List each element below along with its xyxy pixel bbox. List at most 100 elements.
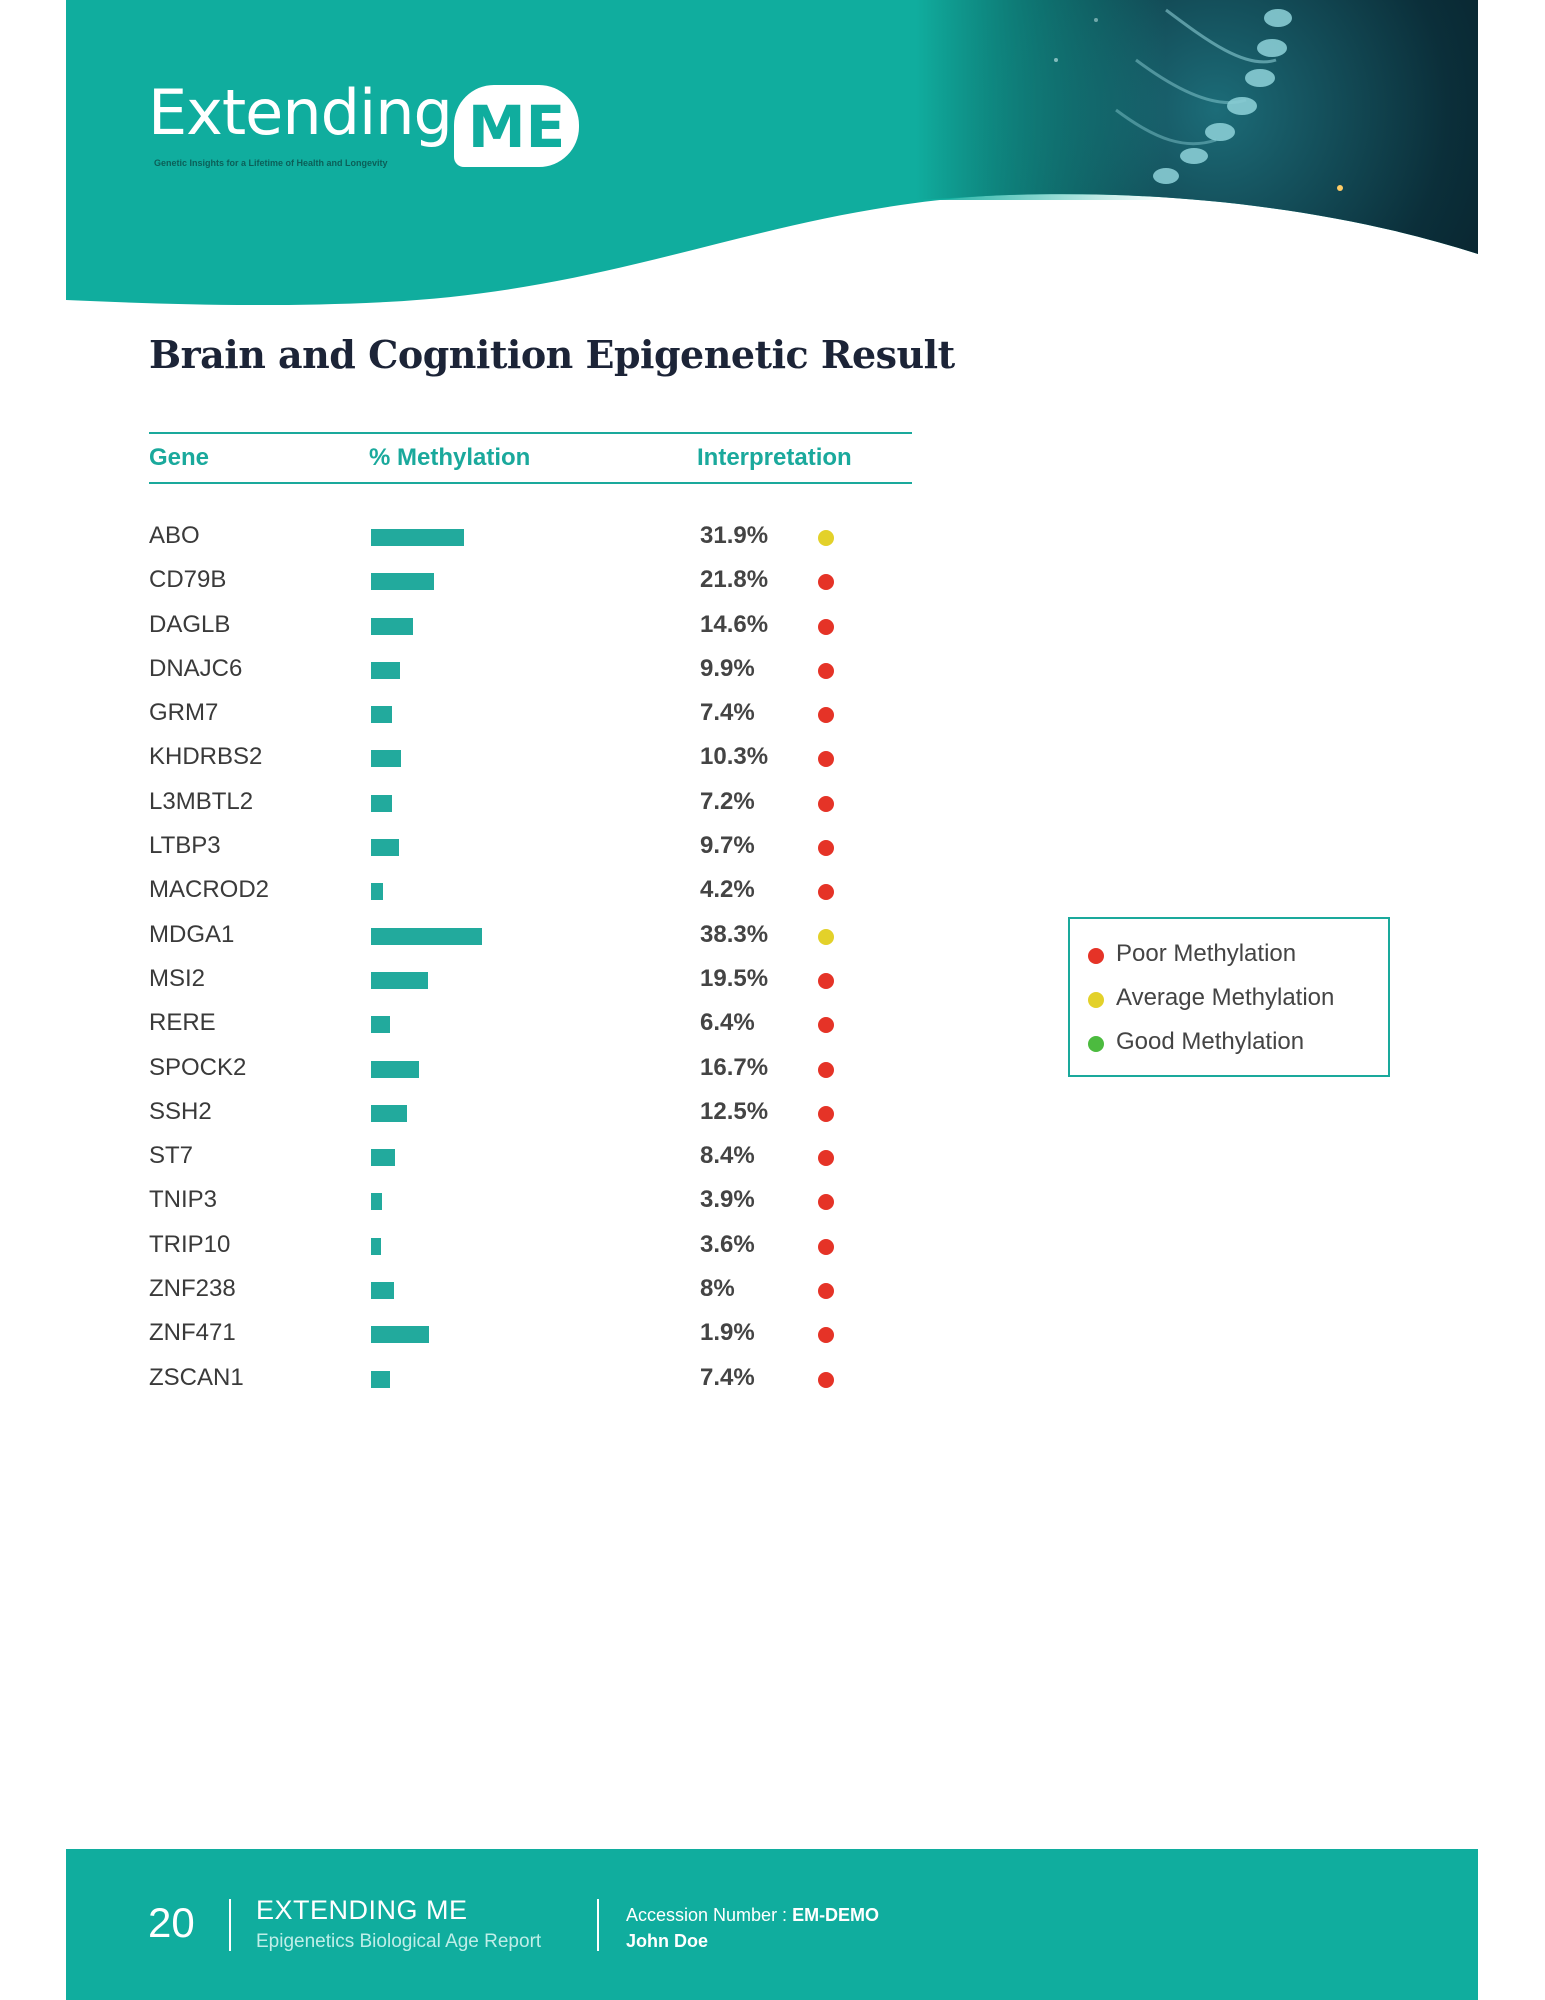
methylation-bar: [371, 529, 464, 546]
gene-name: RERE: [149, 1009, 216, 1037]
gene-name: KHDRBS2: [149, 743, 263, 771]
brand-badge: ME: [453, 84, 580, 167]
interpretation-average-dot-icon: [818, 530, 834, 546]
methylation-percent: 4.2%: [700, 876, 755, 904]
methylation-percent: 14.6%: [700, 610, 769, 638]
interpretation-average-dot-icon: [818, 928, 834, 945]
methylation-percent: 21.8%: [700, 566, 769, 594]
gene-name: CD79B: [149, 566, 227, 594]
table-row: TNIP3 3.9%: [149, 1178, 912, 1222]
interpretation-poor-dot-icon: [818, 574, 834, 591]
interpretation-poor-dot-icon: [818, 707, 834, 724]
table-row: ABO 31.9%: [149, 514, 912, 558]
methylation-bar: [371, 1016, 390, 1034]
methylation-bar: [371, 1326, 429, 1344]
interpretation-poor-dot-icon: [818, 1283, 834, 1300]
methylation-bar: [371, 794, 392, 812]
table-row: KHDRBS2 10.3%: [149, 735, 912, 779]
gene-name: ST7: [149, 1142, 194, 1170]
interpretation-poor-dot-icon: [818, 1150, 834, 1167]
interpretation-poor-dot-icon: [818, 618, 834, 635]
brand-logo: Extending ME Genetic Insights for a Lifet…: [148, 82, 580, 171]
methylation-bar: [371, 661, 400, 679]
patient-name: John Doe: [626, 1931, 709, 1951]
methylation-percent: 19.5%: [700, 964, 769, 992]
gene-name: ZNF471: [149, 1319, 236, 1347]
table-row: MACROD2 4.2%: [149, 868, 912, 912]
results-table: ABO 31.9% CD79B 21.8% DAGLB 14.6% DNAJC6 9.9% GR…: [149, 514, 912, 1400]
methylation-percent: 3.9%: [700, 1186, 755, 1214]
methylation-percent: 16.7%: [700, 1053, 769, 1081]
table-row: ZNF471 1.9%: [149, 1311, 912, 1355]
methylation-bar: [371, 1060, 420, 1078]
footer-divider: [229, 1899, 231, 1951]
interpretation-poor-dot-icon: [818, 1105, 834, 1122]
methylation-bar: [371, 1370, 390, 1388]
legend-item-average: Average Methylation: [1070, 979, 1388, 1023]
methylation-bar: [371, 927, 483, 945]
interpretation-poor-dot-icon: [818, 1194, 834, 1211]
legend-poor-dot-icon: [1088, 948, 1104, 964]
table-row: DAGLB 14.6%: [149, 603, 912, 647]
gene-name: L3MBTL2: [149, 787, 254, 815]
interpretation-poor-dot-icon: [818, 1238, 834, 1255]
table-row: MDGA1 38.3%: [149, 913, 912, 957]
table-row: TRIP10 3.6%: [149, 1223, 912, 1267]
methylation-bar: [371, 1193, 383, 1211]
methylation-percent: 9.9%: [700, 654, 755, 682]
table-row: RERE 6.4%: [149, 1001, 912, 1045]
gene-name: ABO: [149, 522, 200, 549]
methylation-legend: Poor Methylation Average Methylation Good …: [1068, 917, 1390, 1077]
page-footer: 20 EXTENDING ME Epigenetics Biological A…: [66, 1849, 1478, 2000]
interpretation-poor-dot-icon: [818, 840, 834, 857]
methylation-bar: [371, 706, 393, 724]
gene-name: ZNF238: [149, 1275, 236, 1303]
methylation-bar: [371, 617, 414, 635]
table-row: MSI2 19.5%: [149, 957, 912, 1001]
methylation-percent: 3.6%: [700, 1230, 755, 1258]
methylation-bar: [371, 1282, 395, 1300]
methylation-percent: 10.3%: [700, 743, 769, 771]
legend-average-dot-icon: [1088, 992, 1104, 1008]
table-row: LTBP3 9.7%: [149, 824, 912, 868]
table-header: Gene % Methylation Interpretation: [149, 432, 912, 484]
header-methylation: % Methylation: [369, 444, 531, 471]
legend-item-good: Good Methylation: [1070, 1023, 1388, 1067]
table-row: SPOCK2 16.7%: [149, 1046, 912, 1090]
methylation-percent: 38.3%: [700, 920, 769, 948]
interpretation-poor-dot-icon: [818, 751, 834, 768]
accession-label: Accession Number :: [626, 1905, 793, 1925]
methylation-bar: [371, 1149, 396, 1167]
methylation-bar: [371, 573, 435, 591]
methylation-percent: 8%: [700, 1275, 735, 1303]
table-row: DNAJC6 9.9%: [149, 647, 912, 691]
interpretation-poor-dot-icon: [818, 662, 834, 679]
gene-name: GRM7: [149, 699, 219, 727]
interpretation-poor-dot-icon: [818, 972, 834, 989]
legend-label: Poor Methylation: [1116, 940, 1297, 967]
methylation-bar: [371, 1104, 408, 1122]
footer-title: EXTENDING ME: [256, 1895, 468, 1925]
table-row: SSH2 12.5%: [149, 1090, 912, 1134]
gene-name: MACROD2: [149, 876, 270, 904]
interpretation-poor-dot-icon: [818, 1371, 834, 1388]
accession-value: EM-DEMO: [792, 1905, 880, 1925]
legend-good-dot-icon: [1088, 1036, 1104, 1052]
interpretation-poor-dot-icon: [818, 1017, 834, 1034]
methylation-bar: [371, 839, 400, 857]
footer-subtitle: Epigenetics Biological Age Report: [256, 1931, 542, 1952]
page-number: 20: [148, 1899, 195, 1946]
footer-divider: [597, 1899, 599, 1951]
methylation-percent: 7.2%: [700, 787, 755, 815]
interpretation-poor-dot-icon: [818, 884, 834, 901]
methylation-bar: [371, 750, 401, 768]
legend-label: Good Methylation: [1116, 1028, 1305, 1055]
methylation-percent: 9.7%: [700, 832, 755, 860]
methylation-percent: 7.4%: [700, 699, 755, 727]
gene-name: DNAJC6: [149, 654, 243, 682]
gene-name: SSH2: [149, 1097, 212, 1125]
methylation-percent: 8.4%: [700, 1142, 755, 1170]
legend-label: Average Methylation: [1116, 984, 1335, 1011]
gene-name: MSI2: [149, 964, 206, 992]
